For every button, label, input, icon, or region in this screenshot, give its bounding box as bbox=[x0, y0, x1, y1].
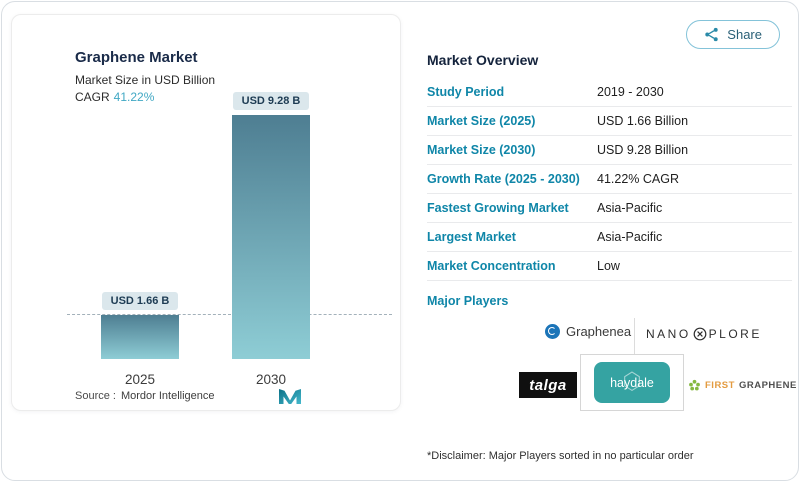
bar-value-pill: USD 1.66 B bbox=[101, 292, 179, 310]
table-row: Market Size (2025) USD 1.66 Billion bbox=[427, 107, 792, 136]
player-logo-nanoxplore: NANO PLORE bbox=[646, 327, 762, 341]
player-logo-talga: talga bbox=[519, 372, 577, 398]
table-row: Largest Market Asia-Pacific bbox=[427, 223, 792, 252]
row-label: Fastest Growing Market bbox=[427, 201, 569, 215]
bar-group-2030: USD 9.28 B bbox=[226, 91, 316, 359]
firstgraphene-wordmark-rest: GRAPHENE bbox=[738, 380, 797, 391]
row-value: Low bbox=[597, 259, 620, 273]
nanoxplore-wordmark-pre: NANO bbox=[646, 327, 691, 341]
cagr-label: CAGR bbox=[75, 90, 110, 104]
haydale-wordmark: haydale bbox=[610, 375, 654, 390]
source-attribution: Source : Mordor Intelligence bbox=[75, 390, 215, 402]
chart-title: Graphene Market bbox=[75, 49, 198, 66]
chart-bar bbox=[232, 115, 310, 359]
graphenea-icon bbox=[545, 324, 560, 339]
share-button[interactable]: Share bbox=[686, 20, 780, 49]
bar-value-label: USD 1.66 B bbox=[101, 291, 179, 310]
chart-subtitle: Market Size in USD Billion bbox=[75, 73, 216, 87]
table-row: Study Period 2019 - 2030 bbox=[427, 78, 792, 107]
chart-cagr: CAGR 41.22% bbox=[75, 90, 215, 104]
nanoxplore-wordmark-post: PLORE bbox=[708, 327, 762, 341]
chart-bar bbox=[101, 315, 179, 359]
mordor-intelligence-logo-icon bbox=[278, 388, 302, 405]
graphenea-wordmark: Graphenea bbox=[566, 324, 632, 339]
share-icon bbox=[704, 27, 719, 42]
firstgraphene-icon bbox=[688, 379, 701, 392]
source-value: Mordor Intelligence bbox=[120, 390, 215, 402]
chart-card: Graphene Market Market Size in USD Billi… bbox=[11, 14, 401, 411]
row-label: Market Size (2030) bbox=[427, 143, 536, 157]
table-row: Market Size (2030) USD 9.28 Billion bbox=[427, 136, 792, 165]
major-players-label: Major Players bbox=[427, 294, 509, 308]
disclaimer-text: *Disclaimer: Major Players sorted in no … bbox=[427, 450, 694, 462]
row-label: Growth Rate (2025 - 2030) bbox=[427, 172, 580, 186]
row-value: Asia-Pacific bbox=[597, 201, 663, 215]
player-logo-graphenea: Graphenea bbox=[545, 324, 631, 339]
share-label: Share bbox=[727, 27, 762, 42]
dashed-threshold-line bbox=[67, 314, 392, 315]
row-value: 41.22% CAGR bbox=[597, 172, 679, 186]
table-row: Market Concentration Low bbox=[427, 252, 792, 281]
row-label: Market Concentration bbox=[427, 259, 556, 273]
bar-value-pill: USD 9.28 B bbox=[232, 92, 310, 110]
haydale-hexagon-icon bbox=[621, 370, 643, 392]
bar-value-label: USD 9.28 B bbox=[232, 91, 310, 110]
row-label: Study Period bbox=[427, 85, 505, 99]
player-logo-haydale: haydale bbox=[580, 354, 684, 411]
firstgraphene-wordmark-first: FIRST bbox=[705, 380, 735, 391]
major-players-logos: Graphenea NANO PLORE talga bbox=[427, 318, 796, 443]
x-axis-label-2030: 2030 bbox=[255, 372, 287, 387]
haydale-chip: haydale bbox=[594, 362, 670, 403]
row-value: Asia-Pacific bbox=[597, 230, 663, 244]
row-label: Market Size (2025) bbox=[427, 114, 536, 128]
overview-table: Study Period 2019 - 2030 Market Size (20… bbox=[427, 78, 792, 281]
table-row: Fastest Growing Market Asia-Pacific bbox=[427, 194, 792, 223]
table-row: Growth Rate (2025 - 2030) 41.22% CAGR bbox=[427, 165, 792, 194]
cagr-value: 41.22% bbox=[113, 90, 155, 104]
nanoxplore-x-icon bbox=[693, 327, 707, 341]
bar-chart: USD 1.66 B USD 9.28 B 2025 2030 bbox=[12, 15, 400, 410]
player-logo-firstgraphene: FIRST GRAPHENE bbox=[688, 379, 797, 392]
source-label: Source : bbox=[75, 390, 116, 402]
row-value: USD 1.66 Billion bbox=[597, 114, 689, 128]
row-value: 2019 - 2030 bbox=[597, 85, 664, 99]
market-overview-panel: Market Overview Study Period 2019 - 2030… bbox=[427, 52, 796, 462]
overview-title: Market Overview bbox=[427, 52, 539, 68]
chart-header: Graphene Market Market Size in USD Billi… bbox=[75, 49, 215, 104]
talga-wordmark: talga bbox=[529, 376, 567, 394]
row-label: Largest Market bbox=[427, 230, 516, 244]
row-value: USD 9.28 Billion bbox=[597, 143, 689, 157]
x-axis-label-2025: 2025 bbox=[124, 372, 156, 387]
logo-divider bbox=[634, 318, 635, 354]
bar-group-2025: USD 1.66 B bbox=[95, 291, 185, 359]
